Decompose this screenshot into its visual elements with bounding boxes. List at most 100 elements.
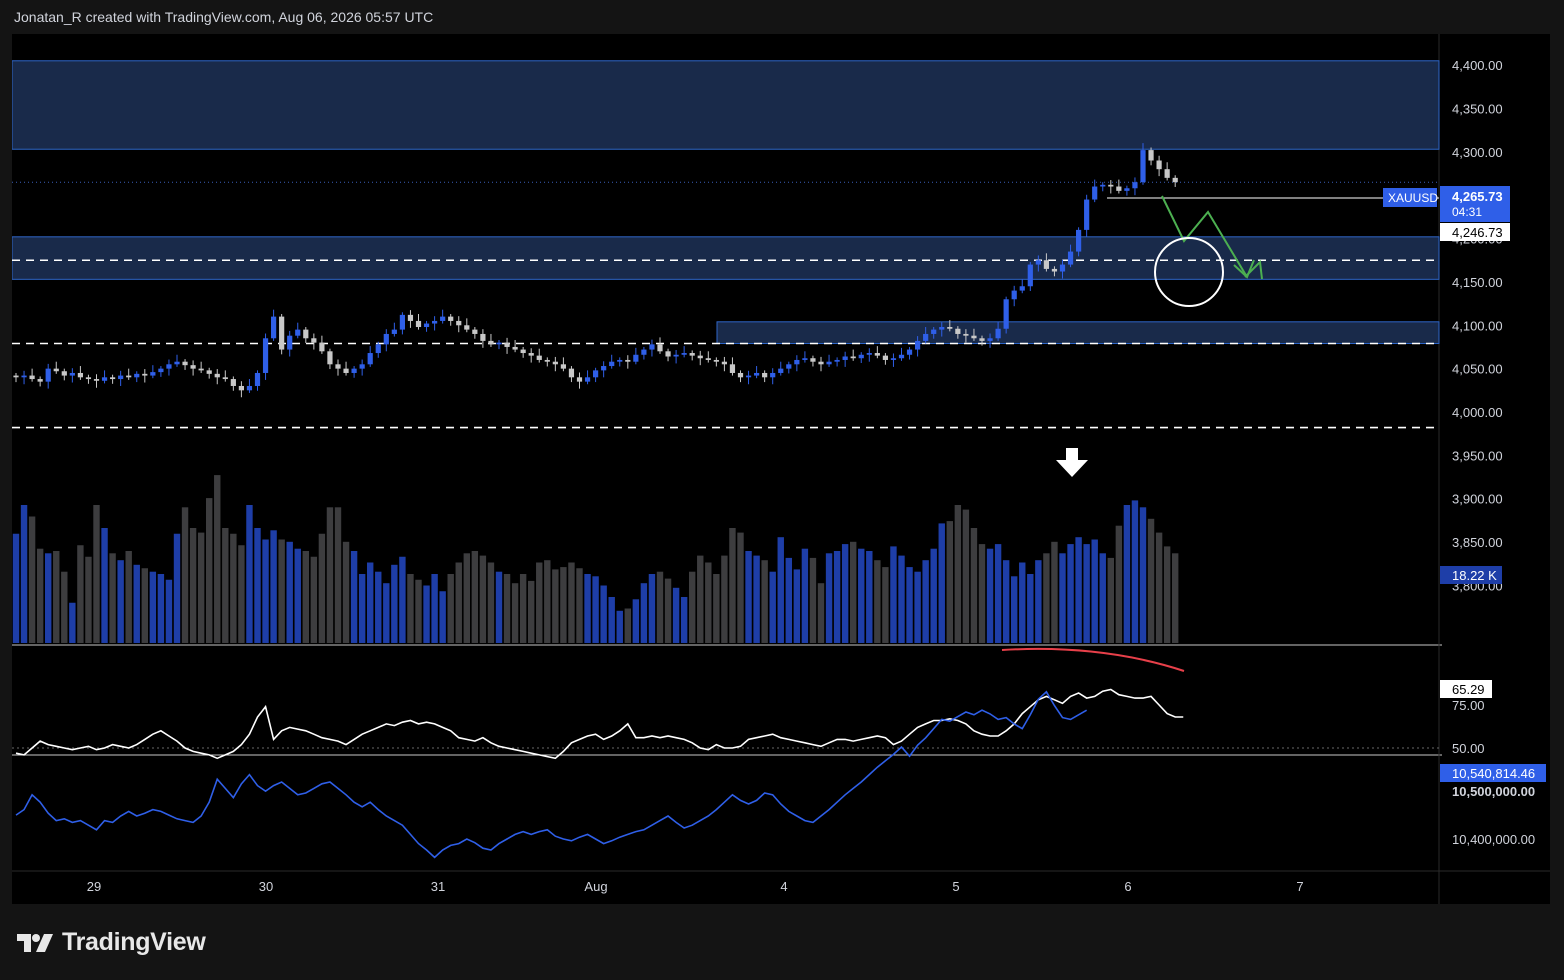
time-axis-label: 4 <box>780 879 787 894</box>
volume-bar <box>93 505 100 643</box>
volume-bar <box>809 557 817 643</box>
candle-body <box>85 377 92 380</box>
obv-axis-label: 10,400,000.00 <box>1452 832 1535 847</box>
volume-bar <box>536 562 543 643</box>
candle-body <box>311 338 317 343</box>
volume-bar <box>568 562 575 643</box>
candle-body <box>375 344 381 354</box>
candle-body <box>101 377 108 381</box>
obv-value: 10,540,814.46 <box>1452 766 1535 781</box>
time-axis-label: 29 <box>87 879 101 894</box>
candle-body <box>625 359 631 362</box>
volume-bar <box>439 591 446 643</box>
candle-body <box>528 353 534 356</box>
volume-bar <box>664 578 672 643</box>
volume-bar <box>1147 518 1155 643</box>
candle-body <box>641 349 647 355</box>
volume-bar <box>793 569 801 643</box>
time-axis-label: 5 <box>952 879 959 894</box>
candle-body <box>923 333 929 341</box>
volume-bar <box>753 555 760 643</box>
candle-body <box>657 344 663 352</box>
volume-bar <box>689 571 696 643</box>
volume-bar <box>1067 544 1074 643</box>
candle-body <box>834 359 840 362</box>
volume-bar <box>825 553 833 643</box>
candle-body <box>705 358 711 360</box>
candle-body <box>520 349 526 354</box>
volume-bar <box>922 560 929 643</box>
candle-body <box>544 359 550 362</box>
candle-body <box>979 338 985 341</box>
candle-body <box>198 368 204 371</box>
candle-body <box>150 372 156 376</box>
volume-bar <box>906 567 913 643</box>
volume-bar <box>350 551 358 643</box>
rsi-tag-background <box>1440 680 1492 698</box>
last-price-value: 4,265.73 <box>1452 189 1503 204</box>
candle-body <box>512 346 518 350</box>
candle-body <box>697 355 703 359</box>
candle-body <box>21 375 27 378</box>
candle-body <box>898 354 905 359</box>
volume-bar <box>624 608 631 643</box>
candle-body <box>335 364 341 369</box>
obv-tag-background <box>1440 764 1546 782</box>
candle-body <box>866 353 872 355</box>
candle-body <box>601 366 607 371</box>
projection-arrowhead <box>1233 259 1255 279</box>
candle-body <box>794 359 800 365</box>
tradingview-logo-icon <box>17 933 53 952</box>
price-axis-label: 4,350.00 <box>1452 101 1503 116</box>
volume-bar <box>938 523 945 643</box>
volume-bar <box>222 528 229 643</box>
candle-body <box>1003 299 1009 329</box>
candle-body <box>391 329 397 334</box>
supply-demand-zone <box>716 321 1440 344</box>
candle-body <box>118 375 124 380</box>
candle-body <box>262 338 269 373</box>
volume-bar <box>874 560 881 643</box>
price-axis-label: 3,900.00 <box>1452 492 1503 507</box>
symbol-tag[interactable]: XAUUSD <box>1388 191 1438 205</box>
volume-bar <box>463 553 470 643</box>
obv-axis-label: 10,500,000.00 <box>1452 784 1535 799</box>
chart-canvas[interactable]: 4,450.004,400.004,350.004,300.004,200.00… <box>11 15 1550 904</box>
volume-bar <box>278 539 285 643</box>
volume-bar <box>833 551 841 643</box>
tradingview-logo[interactable]: TradingView <box>16 928 206 957</box>
volume-bar <box>511 583 519 643</box>
volume-bar <box>632 599 640 643</box>
volume-bar <box>310 556 318 643</box>
candle-body <box>77 372 83 378</box>
candle-body <box>1067 251 1074 265</box>
volume-bar <box>302 551 309 643</box>
candle-body <box>665 351 671 357</box>
volume-bar <box>970 528 978 643</box>
candle-body <box>1035 260 1041 265</box>
chart-frame[interactable]: 4,450.004,400.004,350.004,300.004,200.00… <box>11 15 1550 904</box>
candle-body <box>593 370 599 378</box>
candle-body <box>271 316 277 339</box>
candle-body <box>415 320 422 328</box>
projection-arrowhead <box>1244 259 1263 280</box>
volume-bar <box>616 610 623 643</box>
candle-body <box>745 375 752 378</box>
candle-body <box>778 368 784 373</box>
candle-body <box>850 356 856 359</box>
time-axis-label: 6 <box>1124 879 1131 894</box>
candle-body <box>359 364 365 369</box>
volume-bar <box>1131 500 1139 643</box>
candle-body <box>802 358 808 360</box>
candle-body <box>13 375 19 378</box>
candle-body <box>1092 186 1098 200</box>
volume-bar <box>737 532 744 643</box>
candle-body <box>1140 150 1146 183</box>
candle-body <box>874 353 880 356</box>
candle-body <box>496 342 502 345</box>
price-axis-label: 4,000.00 <box>1452 405 1503 420</box>
candle-body <box>303 329 309 339</box>
volume-bar <box>61 571 68 643</box>
candle-body <box>37 379 43 382</box>
volume-bar <box>407 574 414 643</box>
